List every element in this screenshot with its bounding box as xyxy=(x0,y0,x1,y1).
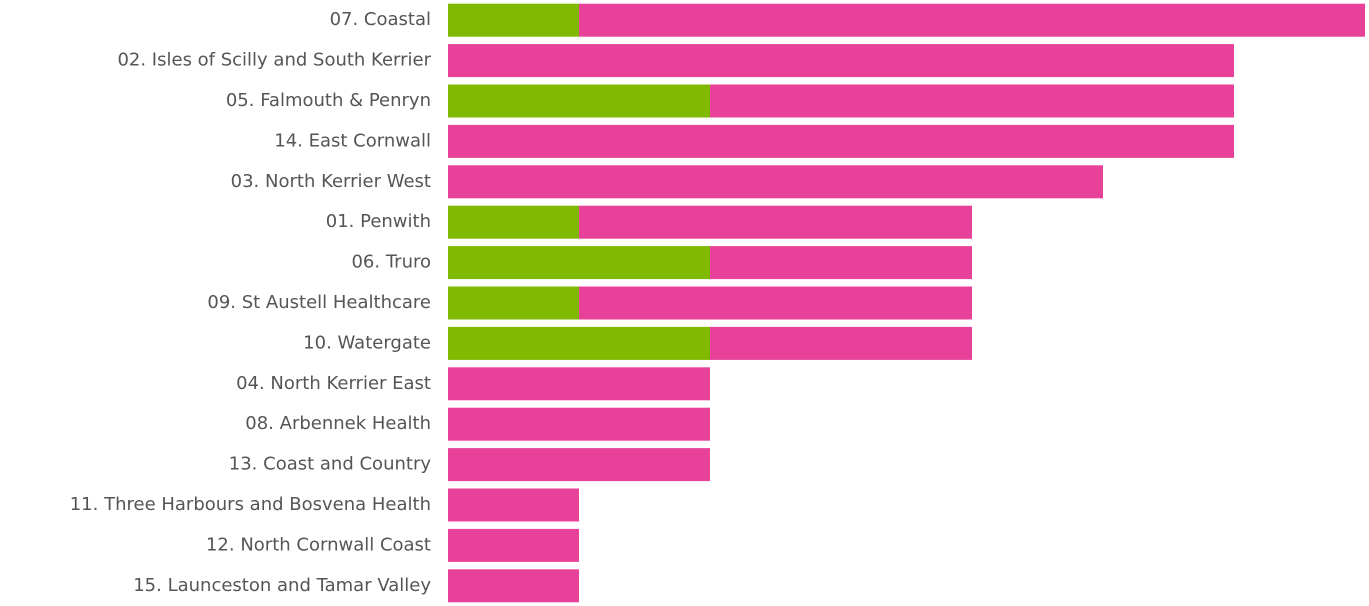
bar-segment xyxy=(448,246,710,280)
bar-segment xyxy=(710,84,1234,118)
y-tick-label: 02. Isles of Scilly and South Kerrier xyxy=(117,50,431,71)
y-tick-label: 04. North Kerrier East xyxy=(236,373,431,394)
bar-segment xyxy=(448,124,1234,158)
y-tick-label: 07. Coastal xyxy=(330,9,431,30)
y-tick-label: 10. Watergate xyxy=(303,332,431,353)
bar-segment xyxy=(448,44,1234,78)
bar-segment xyxy=(448,84,710,118)
bar-segment xyxy=(448,3,579,37)
bar-segment xyxy=(448,528,579,562)
y-tick-label: 01. Penwith xyxy=(326,211,431,232)
bar-segment xyxy=(710,326,972,360)
bar-segment xyxy=(448,326,710,360)
bar-segment xyxy=(448,205,579,239)
bar-segment xyxy=(710,246,972,280)
y-tick-label: 12. North Cornwall Coast xyxy=(206,534,431,555)
y-tick-label: 05. Falmouth & Penryn xyxy=(226,90,431,111)
y-tick-label: 06. Truro xyxy=(351,252,431,273)
bar-segment xyxy=(448,286,579,320)
bar-segment xyxy=(579,3,1365,37)
y-tick-label: 03. North Kerrier West xyxy=(231,171,431,192)
bar-segment xyxy=(448,488,579,522)
bar-segment xyxy=(448,367,710,401)
y-tick-label: 14. East Cornwall xyxy=(274,130,431,151)
bar-segment xyxy=(448,407,710,441)
bar-segment xyxy=(448,165,1103,199)
bar-segment xyxy=(579,286,972,320)
y-tick-label: 08. Arbennek Health xyxy=(245,413,431,434)
y-tick-label: 13. Coast and Country xyxy=(229,454,432,475)
bar-segment xyxy=(579,205,972,239)
y-tick-label: 15. Launceston and Tamar Valley xyxy=(133,575,431,596)
bar-segment xyxy=(448,448,710,482)
y-tick-label: 11. Three Harbours and Bosvena Health xyxy=(70,494,431,515)
bar-segment xyxy=(448,569,579,603)
y-tick-label: 09. St Austell Healthcare xyxy=(207,292,431,313)
